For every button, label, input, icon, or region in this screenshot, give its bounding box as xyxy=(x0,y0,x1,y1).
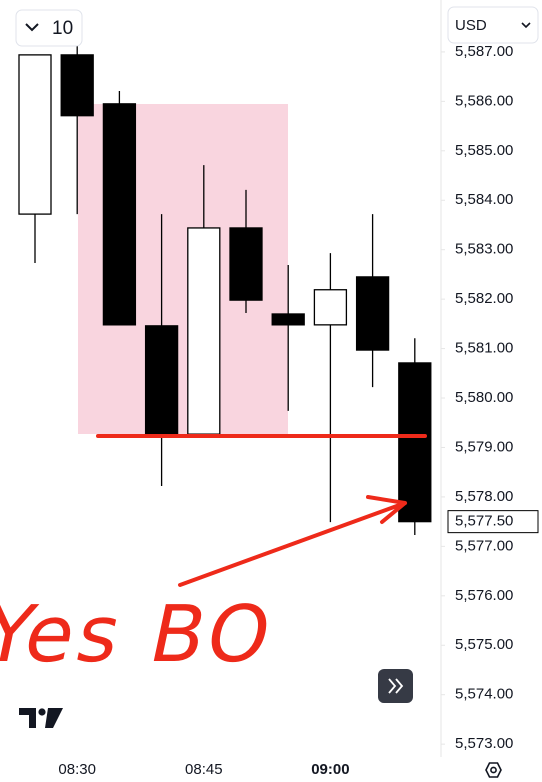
x-tick-label: 09:00 xyxy=(311,761,349,778)
scroll-button[interactable] xyxy=(378,669,413,703)
y-tick-label: 5,574.00 xyxy=(455,686,513,703)
candle-body xyxy=(271,313,305,326)
y-tick-label: 5,582.00 xyxy=(455,290,513,307)
y-tick-label: 5,578.00 xyxy=(455,488,513,505)
y-tick-label: 5,577.00 xyxy=(455,537,513,554)
annotation: Yes BO xyxy=(0,589,283,680)
logo xyxy=(19,708,63,728)
y-tick-label: 5,587.00 xyxy=(455,43,513,60)
y-tick-label: 5,575.00 xyxy=(455,636,513,653)
interval-button[interactable]: 10 xyxy=(15,9,83,47)
candles xyxy=(18,35,432,535)
y-tick-label: 5,576.00 xyxy=(455,587,513,604)
x-tick-label: 08:30 xyxy=(58,761,96,778)
settings-icon[interactable] xyxy=(485,762,502,778)
currency-dropdown[interactable]: USD xyxy=(447,6,539,44)
candle-body xyxy=(102,103,137,326)
currency-label: USD xyxy=(455,17,487,34)
candle-body xyxy=(18,54,52,215)
candle-body xyxy=(229,227,263,301)
y-tick-label: 5,586.00 xyxy=(455,92,513,109)
candle-body xyxy=(355,276,390,351)
candle-body xyxy=(187,227,221,435)
candle-body xyxy=(313,289,348,326)
last-price-box xyxy=(447,510,539,534)
y-tick-label: 5,573.00 xyxy=(455,735,513,752)
y-tick-label: 5,585.00 xyxy=(455,142,513,159)
y-tick-label: 5,584.00 xyxy=(455,191,513,208)
arrow xyxy=(178,495,407,587)
y-tick-label: 5,580.00 xyxy=(455,389,513,406)
x-tick-label: 08:45 xyxy=(185,761,223,778)
interval-label: 10 xyxy=(52,18,73,39)
y-tick-label: 5,579.00 xyxy=(455,438,513,455)
y-tick-label: 5,583.00 xyxy=(455,241,513,258)
candle-body xyxy=(60,54,94,117)
candle-body xyxy=(398,362,432,523)
last-price-label: 5,577.50 xyxy=(455,513,513,530)
candle-body xyxy=(144,325,179,435)
y-tick-label: 5,581.00 xyxy=(455,340,513,357)
